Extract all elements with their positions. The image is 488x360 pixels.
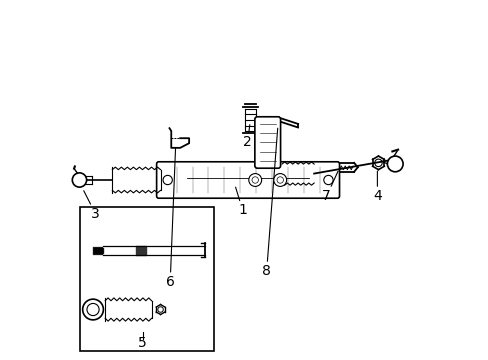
Text: 2: 2 (243, 125, 251, 149)
Text: 6: 6 (165, 148, 175, 289)
Circle shape (273, 174, 286, 186)
Text: 7: 7 (322, 171, 337, 203)
Text: 5: 5 (138, 336, 147, 350)
FancyBboxPatch shape (254, 117, 280, 168)
Circle shape (386, 156, 402, 172)
Circle shape (72, 173, 86, 187)
Circle shape (323, 175, 332, 185)
Circle shape (82, 299, 103, 320)
Text: 4: 4 (372, 171, 381, 203)
Text: 3: 3 (83, 191, 100, 221)
Circle shape (163, 175, 172, 185)
Text: 1: 1 (235, 187, 246, 217)
Bar (80, 207, 214, 351)
Circle shape (248, 174, 261, 186)
Text: 8: 8 (262, 128, 277, 278)
FancyBboxPatch shape (156, 162, 339, 198)
